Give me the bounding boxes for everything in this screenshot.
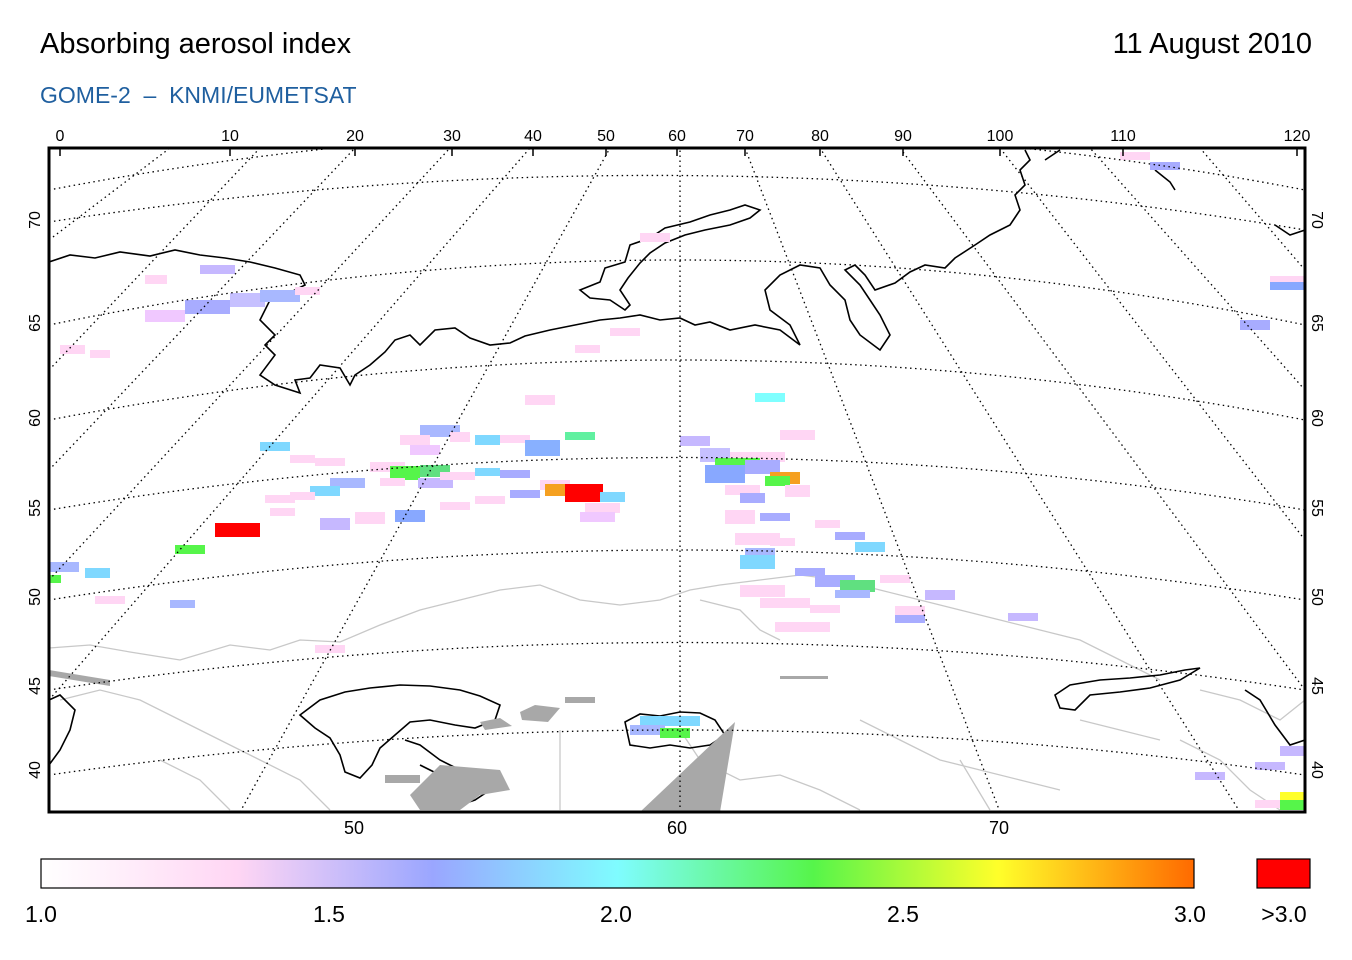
top-tick-label: 30: [443, 128, 461, 145]
colorbar-over-swatch: [1256, 858, 1311, 889]
colorbar-label: 2.0: [600, 901, 632, 927]
top-tick-label: 70: [736, 128, 754, 145]
left-tick-label: 50: [27, 588, 44, 606]
bottom-tick-label: 70: [989, 818, 1009, 838]
map-title: Absorbing aerosol index: [40, 28, 352, 60]
colorbar-label: 3.0: [1174, 901, 1206, 927]
top-tick-label: 0: [56, 128, 65, 145]
left-tick-label: 70: [27, 211, 44, 229]
colorbar-label: 2.5: [887, 901, 919, 927]
top-tick-label: 100: [987, 128, 1014, 145]
right-tick-label: 45: [1308, 677, 1325, 695]
top-tick-label: 40: [524, 128, 542, 145]
bottom-tick-label: 60: [667, 818, 687, 838]
colorbar-label: 1.5: [313, 901, 345, 927]
left-tick-label: 40: [27, 761, 44, 779]
right-tick-label: 65: [1308, 314, 1325, 332]
bottom-axis-labels: 50 60 70: [344, 818, 1009, 838]
right-tick-label: 40: [1308, 761, 1325, 779]
left-tick-label: 60: [27, 409, 44, 427]
right-tick-label: 60: [1308, 409, 1325, 427]
graticule: [49, 148, 1305, 812]
colorbar-label: 1.0: [25, 901, 57, 927]
coastlines: [49, 149, 1305, 806]
map-subtitle: GOME-2 – KNMI/EUMETSAT: [40, 82, 357, 108]
right-tick-label: 70: [1308, 211, 1325, 229]
bottom-tick-label: 50: [344, 818, 364, 838]
colorbar: 1.0 1.5 2.0 2.5 3.0 >3.0: [25, 858, 1311, 927]
top-axis-labels: 0 10 20 30 40 50 60 70 80 90 100 110 120: [56, 128, 1311, 145]
no-data-areas: [49, 670, 828, 812]
right-tick-label: 50: [1308, 588, 1325, 606]
right-axis-labels: 70 65 60 55 50 45 40: [1308, 211, 1325, 779]
left-axis-labels: 70 65 60 55 50 45 40: [27, 211, 44, 779]
map-date: 11 August 2010: [1112, 28, 1312, 60]
top-tick-label: 60: [668, 128, 686, 145]
top-tick-marks: [59, 148, 1298, 156]
left-tick-label: 65: [27, 314, 44, 332]
top-tick-label: 90: [894, 128, 912, 145]
top-tick-label: 10: [221, 128, 239, 145]
top-tick-label: 20: [346, 128, 364, 145]
left-tick-label: 45: [27, 677, 44, 695]
top-tick-label: 110: [1110, 128, 1136, 145]
top-tick-label: 120: [1284, 128, 1311, 145]
aerosol-pixels: [49, 152, 1305, 810]
top-tick-label: 80: [811, 128, 829, 145]
colorbar-over-label: >3.0: [1261, 901, 1306, 927]
top-tick-label: 50: [597, 128, 615, 145]
colorbar-gradient: [40, 858, 1195, 889]
country-borders: [49, 574, 1305, 811]
left-tick-label: 55: [27, 499, 44, 517]
right-tick-label: 55: [1308, 499, 1325, 517]
